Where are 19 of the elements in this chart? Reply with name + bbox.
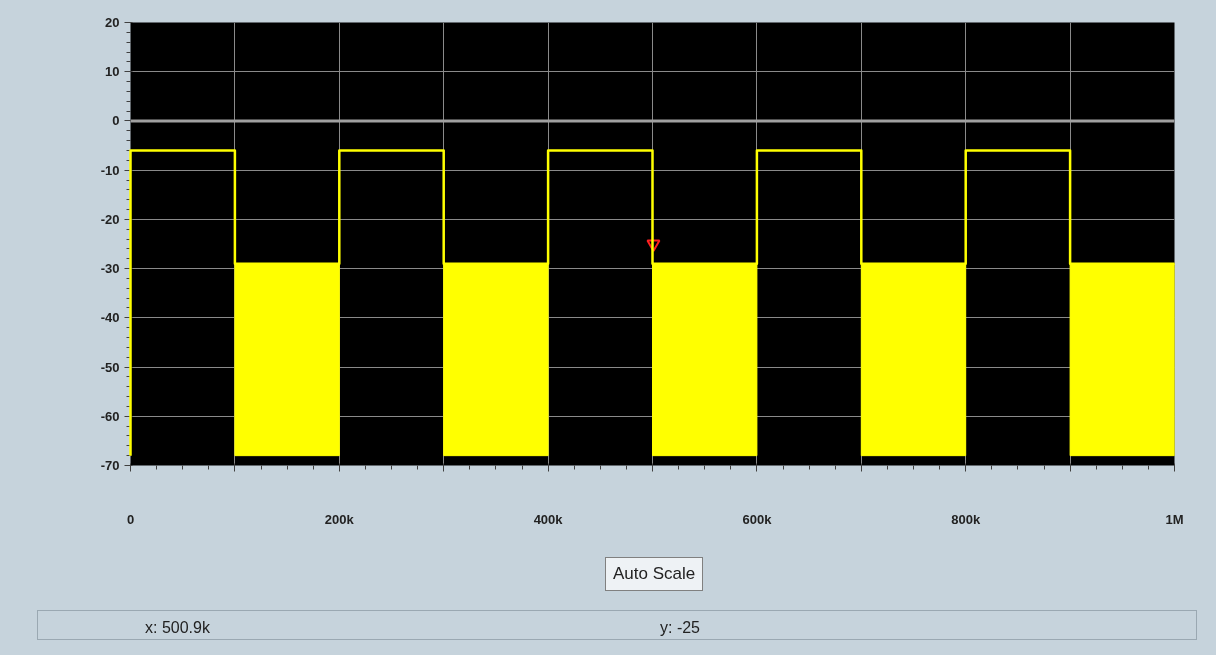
y-tick-label: -50 [100,359,120,375]
text: x: 500.9k [145,618,210,638]
text: Auto Scale [605,557,704,592]
y-tick-label: -20 [100,211,120,227]
text: y: -25 [660,618,701,638]
x-tick-label: 800k [951,511,981,527]
x-tick-label: 600k [742,511,773,527]
x-tick-label: 0 [126,511,135,527]
y-tick-label: -10 [100,162,120,178]
y-tick-label: 0 [112,113,120,129]
x-tick-label: 1M [1165,511,1184,527]
y-tick-label: -60 [100,408,120,424]
y-tick-label: 10 [105,64,120,80]
y-tick-label: -70 [100,458,120,473]
y-tick-label: -40 [100,310,120,326]
y-tick-label: 20 [105,15,120,30]
x-tick-label: 200k [324,511,355,527]
x-tick-label: 400k [533,511,564,527]
y-tick-label: -30 [100,261,120,277]
